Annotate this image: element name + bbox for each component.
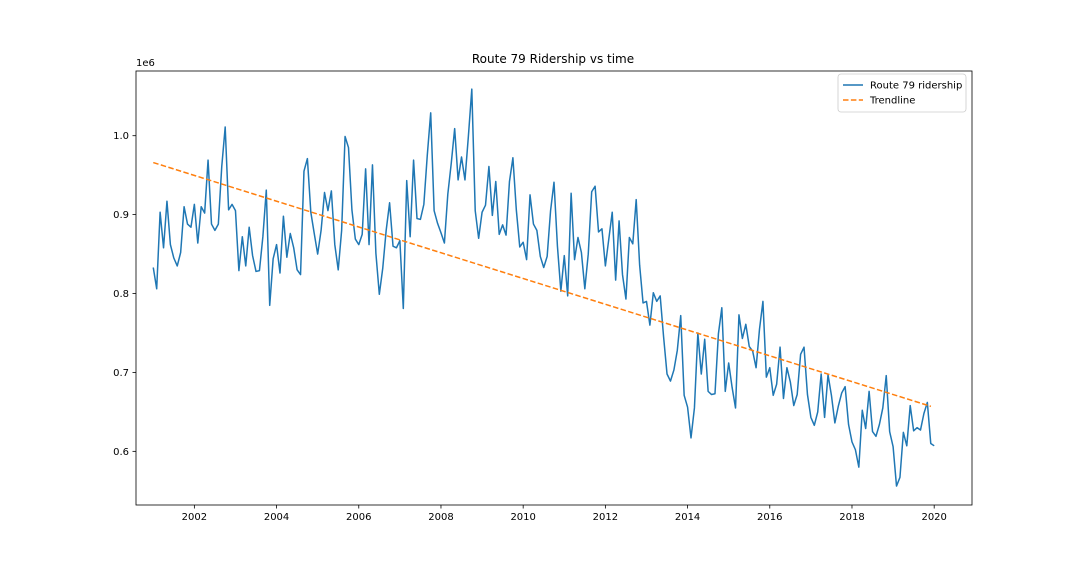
legend-label: Trendline (869, 96, 915, 107)
legend-box (837, 73, 967, 113)
legend-label: Route 79 ridership (870, 81, 962, 92)
x-tick-label: 2004 (264, 512, 289, 523)
x-tick-label: 2014 (675, 512, 700, 523)
y-tick-label: 0.7 (113, 368, 129, 379)
ridership-line (152, 88, 935, 487)
legend: Route 79 ridership Trendline (837, 73, 967, 113)
x-tick-label: 2006 (346, 512, 371, 523)
x-tick-label: 2020 (921, 512, 946, 523)
y-tick-label: 0.6 (113, 447, 129, 458)
y-tick-label: 0.9 (113, 210, 129, 221)
trendline (153, 161, 932, 408)
y-tick-label: 1.0 (113, 131, 129, 142)
x-tick-label: 2002 (182, 512, 207, 523)
x-tick-label: 2012 (593, 512, 618, 523)
x-tick-label: 2008 (428, 512, 453, 523)
x-tick-label: 2010 (510, 512, 535, 523)
series-layer (152, 88, 935, 487)
axes: 2002 2004 2006 2008 2010 2012 2014 2016 2018 2020… (113, 70, 973, 523)
chart-title: Route 79 Ridership vs time (472, 52, 634, 66)
x-tick-label: 2016 (757, 512, 782, 523)
x-tick-label: 2018 (839, 512, 864, 523)
y-axis-offset-label: 1e6 (136, 58, 155, 69)
plot-frame (135, 70, 973, 506)
y-tick-label: 0.8 (113, 289, 129, 300)
